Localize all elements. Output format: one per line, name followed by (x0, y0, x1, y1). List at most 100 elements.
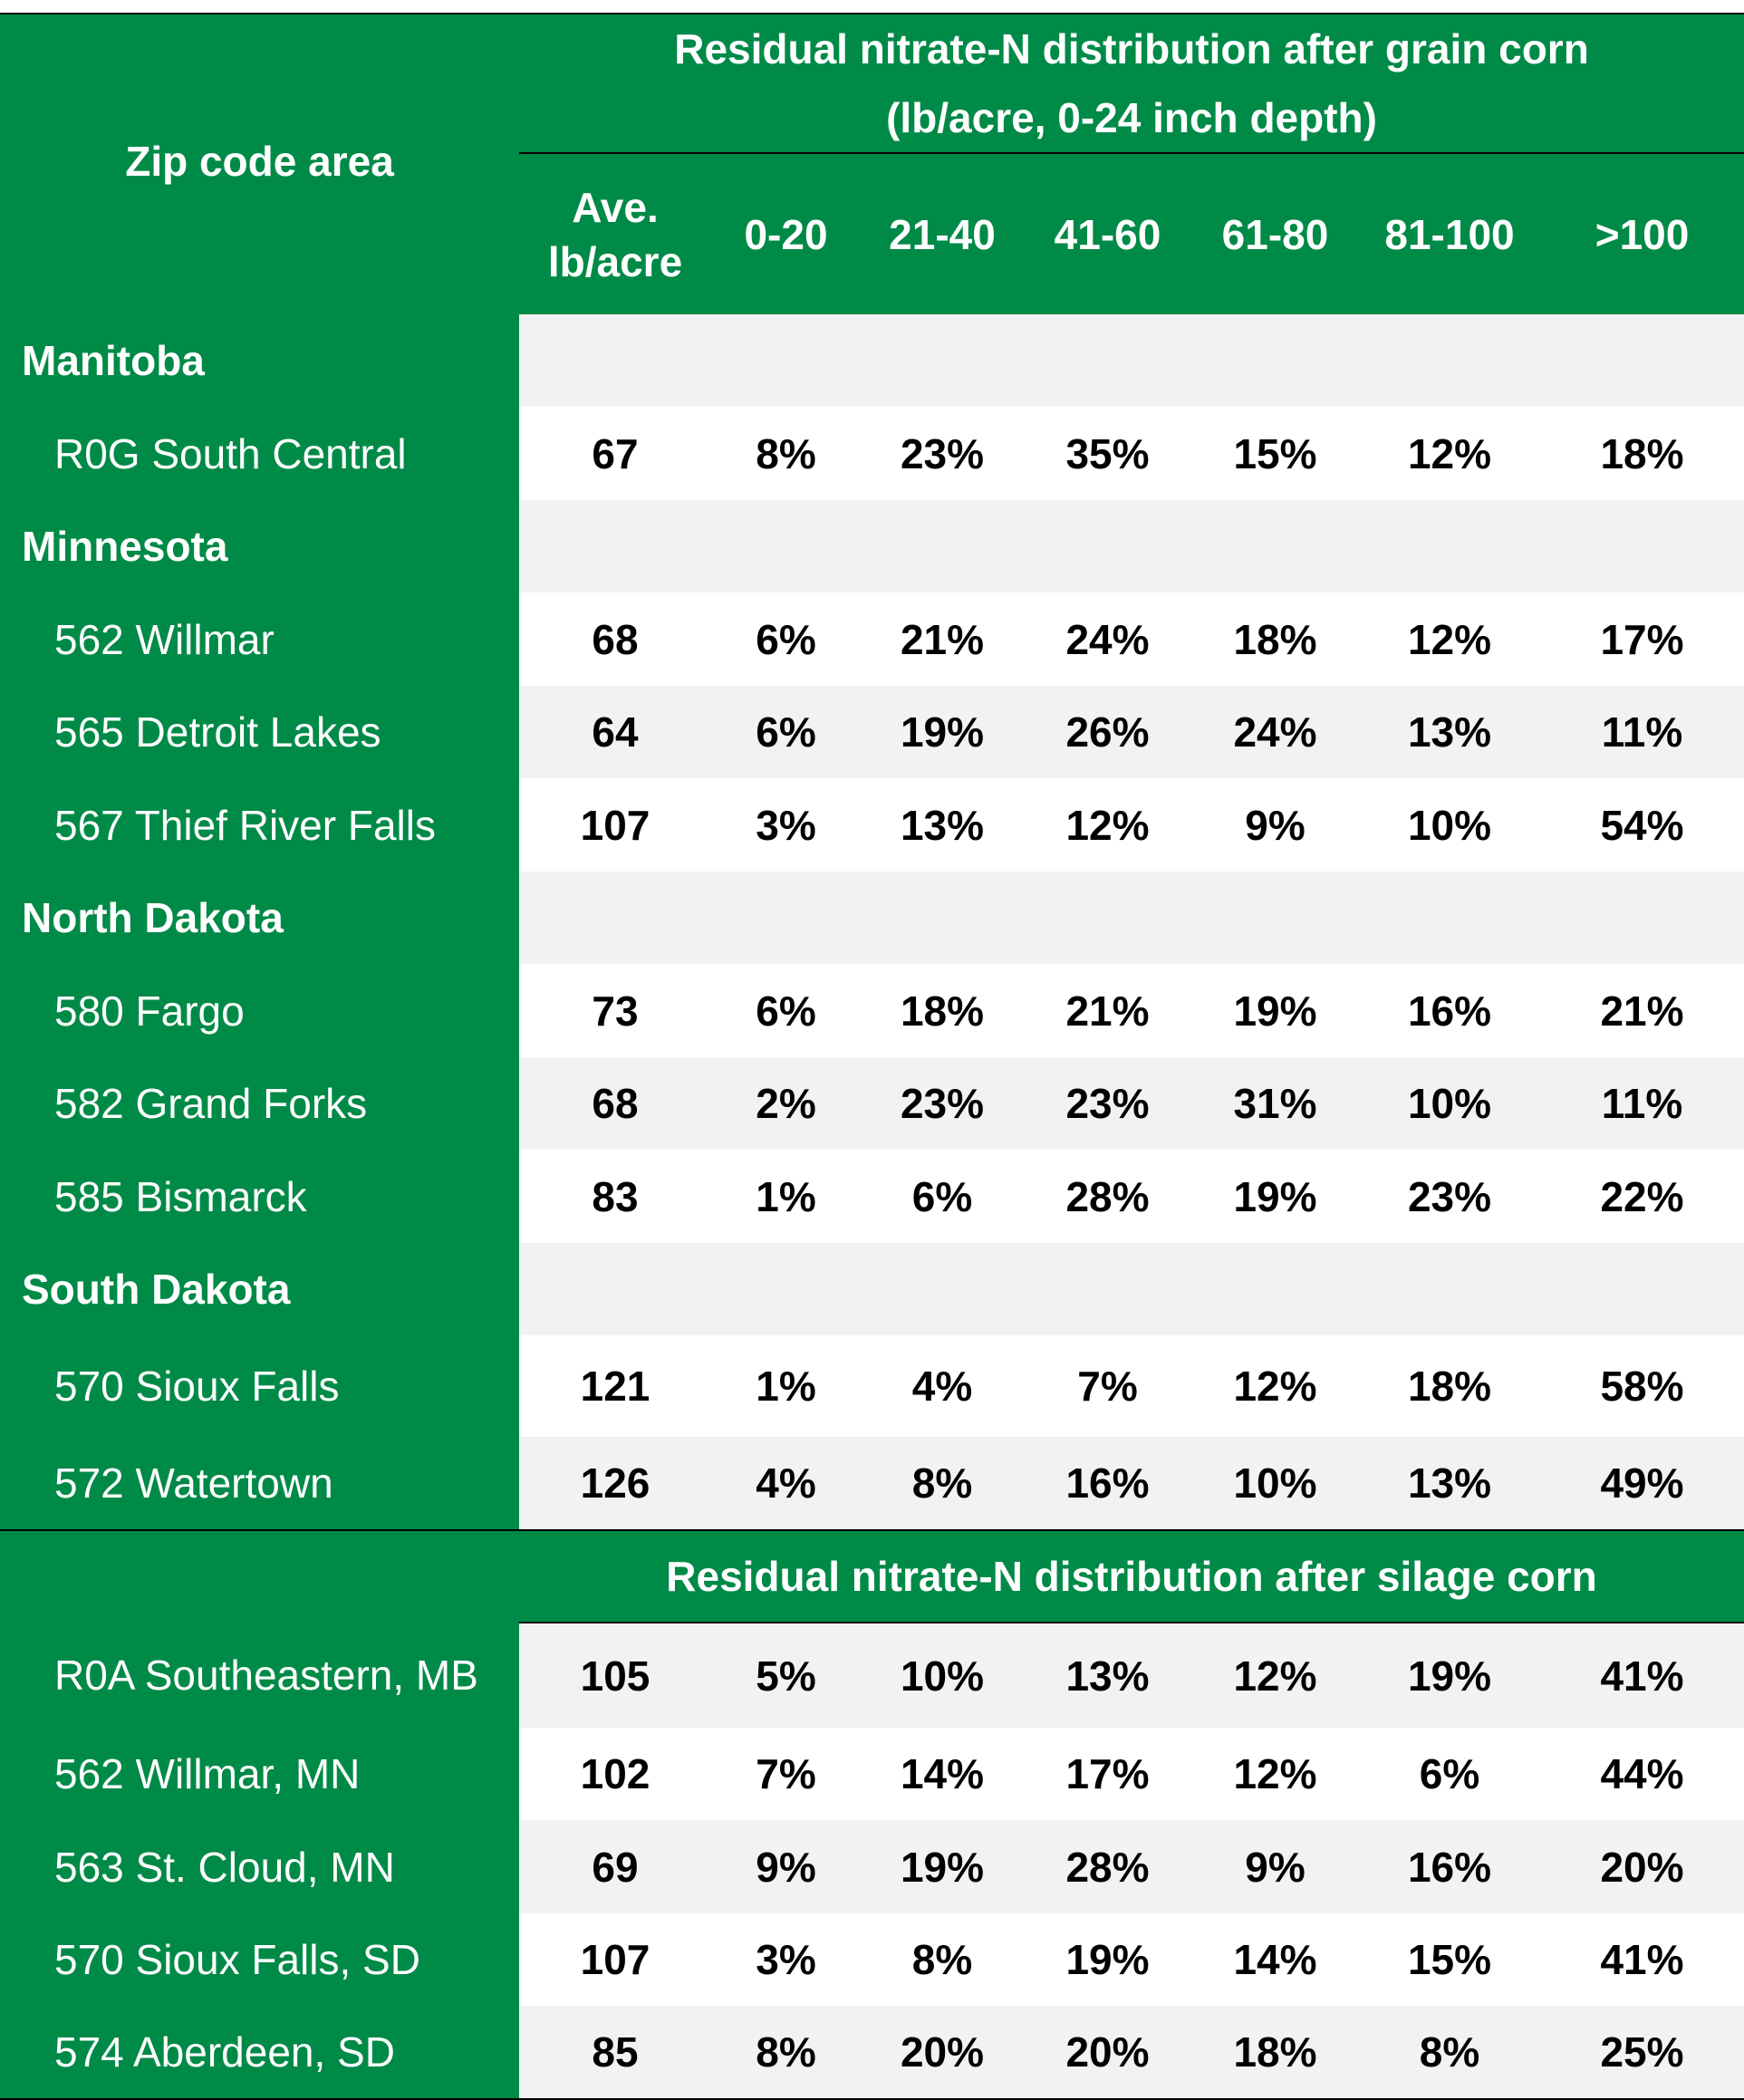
table-cell: 83 (519, 1150, 711, 1243)
table-cell: 68 (519, 592, 711, 686)
grain-corn-body: Manitoba R0G South Central 67 8% 23% 35% 15% 12… (0, 314, 1744, 1530)
group-row: Minnesota (0, 500, 1744, 592)
table-cell: 23% (1359, 1150, 1540, 1243)
table-cell: 9% (1191, 1820, 1359, 1913)
table-row: R0G South Central 67 8% 23% 35% 15% 12% 18% (0, 407, 1744, 500)
silage-title: Residual nitrate-N distribution after si… (519, 1530, 1744, 1623)
table-row: 570 Sioux Falls 121 1% 4% 7% 12% 18% 58% (0, 1335, 1744, 1437)
table-cell: 19% (1359, 1623, 1540, 1728)
group-row-fill (519, 872, 1744, 964)
table-cell: 6% (711, 686, 861, 778)
group-row: Manitoba (0, 314, 1744, 407)
table-cell: 64 (519, 686, 711, 778)
row-label: 574 Aberdeen, SD (0, 2006, 519, 2099)
table-cell: 23% (861, 407, 1024, 500)
table-cell: 19% (861, 1820, 1024, 1913)
table-cell: 10% (1191, 1437, 1359, 1530)
table-cell: 6% (861, 1150, 1024, 1243)
group-label: North Dakota (0, 872, 519, 964)
row-label: 565 Detroit Lakes (0, 686, 519, 778)
col-header-0-20: 0-20 (711, 153, 861, 314)
table-cell: 67 (519, 407, 711, 500)
table-cell: 12% (1359, 592, 1540, 686)
table-cell: 7% (1024, 1335, 1191, 1437)
table-cell: 15% (1191, 407, 1359, 500)
table-cell: 19% (861, 686, 1024, 778)
table-cell: 26% (1024, 686, 1191, 778)
table-cell: 12% (1191, 1623, 1359, 1728)
table-cell: 28% (1024, 1820, 1191, 1913)
table-cell: 35% (1024, 407, 1191, 500)
table-row: 562 Willmar, MN 102 7% 14% 17% 12% 6% 44% (0, 1728, 1744, 1820)
group-row-fill (519, 500, 1744, 592)
row-label: 562 Willmar (0, 592, 519, 686)
table-cell: 28% (1024, 1150, 1191, 1243)
group-row: South Dakota (0, 1243, 1744, 1335)
table-cell: 12% (1191, 1335, 1359, 1437)
table-cell: 24% (1024, 592, 1191, 686)
row-label: 572 Watertown (0, 1437, 519, 1530)
silage-title-body: Residual nitrate-N distribution after si… (0, 1530, 1744, 1623)
table-cell: 18% (861, 964, 1024, 1057)
table-cell: 1% (711, 1150, 861, 1243)
table-cell: 1% (711, 1335, 861, 1437)
table-cell: 49% (1540, 1437, 1744, 1530)
group-label: Manitoba (0, 314, 519, 407)
table-cell: 2% (711, 1057, 861, 1150)
table-cell: 107 (519, 778, 711, 872)
table-cell: 8% (1359, 2006, 1540, 2099)
group-label: Minnesota (0, 500, 519, 592)
table-cell: 44% (1540, 1728, 1744, 1820)
table-cell: 54% (1540, 778, 1744, 872)
table-cell: 21% (861, 592, 1024, 686)
table-cell: 21% (1540, 964, 1744, 1057)
group-row: North Dakota (0, 872, 1744, 964)
table-cell: 8% (711, 407, 861, 500)
table-cell: 20% (1540, 1820, 1744, 1913)
table-cell: 24% (1191, 686, 1359, 778)
table-cell: 3% (711, 778, 861, 872)
table-cell: 16% (1359, 964, 1540, 1057)
table-cell: 58% (1540, 1335, 1744, 1437)
group-row-fill (519, 314, 1744, 407)
table-cell: 12% (1359, 407, 1540, 500)
table-row: 563 St. Cloud, MN 69 9% 19% 28% 9% 16% 20% (0, 1820, 1744, 1913)
table-cell: 4% (711, 1437, 861, 1530)
table-cell: 5% (711, 1623, 861, 1728)
table-row: 580 Fargo 73 6% 18% 21% 19% 16% 21% (0, 964, 1744, 1057)
table-cell: 17% (1024, 1728, 1191, 1820)
table-cell: 11% (1540, 1057, 1744, 1150)
row-label: 580 Fargo (0, 964, 519, 1057)
table-cell: 13% (1359, 1437, 1540, 1530)
row-label: 585 Bismarck (0, 1150, 519, 1243)
table-cell: 23% (861, 1057, 1024, 1150)
group-row-fill (519, 1243, 1744, 1335)
table-row: 565 Detroit Lakes 64 6% 19% 26% 24% 13% 11% (0, 686, 1744, 778)
table-cell: 6% (1359, 1728, 1540, 1820)
row-label: 570 Sioux Falls (0, 1335, 519, 1437)
table-cell: 8% (861, 1437, 1024, 1530)
silage-title-spacer (0, 1530, 519, 1623)
table-cell: 16% (1359, 1820, 1540, 1913)
table-cell: 16% (1024, 1437, 1191, 1530)
table-cell: 7% (711, 1728, 861, 1820)
zip-code-header: Zip code area (0, 14, 519, 314)
table-row: 570 Sioux Falls, SD 107 3% 8% 19% 14% 15% 41% (0, 1913, 1744, 2006)
table-cell: 18% (1540, 407, 1744, 500)
table-cell: 20% (1024, 2006, 1191, 2099)
table-cell: 4% (861, 1335, 1024, 1437)
grain-title-header: Residual nitrate-N distribution after gr… (519, 14, 1744, 154)
table-cell: 13% (861, 778, 1024, 872)
table-cell: 25% (1540, 2006, 1744, 2099)
table-cell: 13% (1359, 686, 1540, 778)
table-cell: 69 (519, 1820, 711, 1913)
col-header-21-40: 21-40 (861, 153, 1024, 314)
table-cell: 107 (519, 1913, 711, 2006)
table-cell: 18% (1191, 592, 1359, 686)
col-header-over-100: >100 (1540, 153, 1744, 314)
table-cell: 6% (711, 592, 861, 686)
table-row: 574 Aberdeen, SD 85 8% 20% 20% 18% 8% 25% (0, 2006, 1744, 2099)
table-cell: 73 (519, 964, 711, 1057)
row-label: 570 Sioux Falls, SD (0, 1913, 519, 2006)
table-cell: 17% (1540, 592, 1744, 686)
